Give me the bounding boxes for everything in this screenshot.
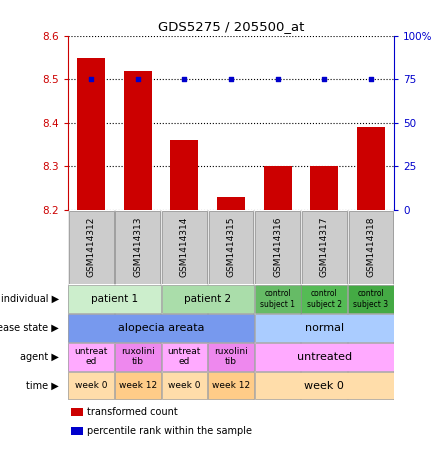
FancyBboxPatch shape [162, 285, 254, 313]
Text: GSM1414312: GSM1414312 [87, 217, 95, 277]
Text: alopecia areata: alopecia areata [118, 323, 205, 333]
Text: individual ▶: individual ▶ [1, 294, 59, 304]
FancyBboxPatch shape [162, 211, 207, 284]
Text: week 12: week 12 [212, 381, 250, 390]
FancyBboxPatch shape [255, 343, 394, 371]
FancyBboxPatch shape [302, 211, 346, 284]
Point [274, 76, 281, 83]
Text: GSM1414313: GSM1414313 [133, 217, 142, 277]
FancyBboxPatch shape [255, 372, 394, 400]
Text: week 0: week 0 [168, 381, 201, 390]
Text: untreated: untreated [297, 352, 352, 361]
FancyBboxPatch shape [68, 285, 161, 313]
FancyBboxPatch shape [255, 314, 394, 342]
FancyBboxPatch shape [349, 211, 393, 284]
Text: patient 1: patient 1 [91, 294, 138, 304]
Text: week 0: week 0 [75, 381, 107, 390]
Text: agent ▶: agent ▶ [20, 352, 59, 361]
Text: control
subject 2: control subject 2 [307, 289, 342, 308]
FancyBboxPatch shape [162, 343, 207, 371]
FancyBboxPatch shape [69, 211, 113, 284]
FancyBboxPatch shape [116, 211, 160, 284]
FancyBboxPatch shape [68, 372, 114, 400]
Text: GSM1414316: GSM1414316 [273, 217, 282, 277]
Bar [217, 197, 245, 210]
Bar [71, 427, 83, 435]
Text: untreat
ed: untreat ed [168, 347, 201, 366]
Text: ruxolini
tib: ruxolini tib [121, 347, 155, 366]
Point [228, 76, 235, 83]
FancyBboxPatch shape [208, 211, 254, 284]
Text: disease state ▶: disease state ▶ [0, 323, 59, 333]
FancyBboxPatch shape [301, 285, 347, 313]
Text: control
subject 1: control subject 1 [260, 289, 295, 308]
Text: percentile rank within the sample: percentile rank within the sample [88, 426, 252, 436]
FancyBboxPatch shape [68, 314, 254, 342]
Point [88, 76, 95, 83]
Point [321, 76, 328, 83]
Bar [124, 71, 152, 210]
Text: GSM1414318: GSM1414318 [367, 217, 375, 277]
FancyBboxPatch shape [208, 372, 254, 400]
Point [367, 76, 374, 83]
Text: patient 2: patient 2 [184, 294, 231, 304]
Text: GSM1414314: GSM1414314 [180, 217, 189, 277]
Point [134, 76, 141, 83]
FancyBboxPatch shape [255, 211, 300, 284]
Text: week 12: week 12 [119, 381, 157, 390]
FancyBboxPatch shape [68, 343, 114, 371]
Bar [71, 408, 83, 416]
Point [181, 76, 188, 83]
Title: GDS5275 / 205500_at: GDS5275 / 205500_at [158, 20, 304, 34]
Text: time ▶: time ▶ [26, 381, 59, 390]
Text: week 0: week 0 [304, 381, 344, 390]
FancyBboxPatch shape [162, 372, 207, 400]
FancyBboxPatch shape [255, 285, 300, 313]
FancyBboxPatch shape [115, 372, 161, 400]
FancyBboxPatch shape [115, 343, 161, 371]
Text: control
subject 3: control subject 3 [353, 289, 389, 308]
Text: untreat
ed: untreat ed [74, 347, 108, 366]
Bar [357, 127, 385, 210]
Text: ruxolini
tib: ruxolini tib [214, 347, 248, 366]
Text: transformed count: transformed count [88, 407, 178, 417]
Bar [77, 58, 105, 210]
Bar [264, 166, 292, 210]
Text: GSM1414317: GSM1414317 [320, 217, 329, 277]
FancyBboxPatch shape [348, 285, 394, 313]
Bar [170, 140, 198, 210]
Text: GSM1414315: GSM1414315 [226, 217, 236, 277]
Text: normal: normal [305, 323, 344, 333]
FancyBboxPatch shape [208, 343, 254, 371]
Bar [310, 166, 338, 210]
